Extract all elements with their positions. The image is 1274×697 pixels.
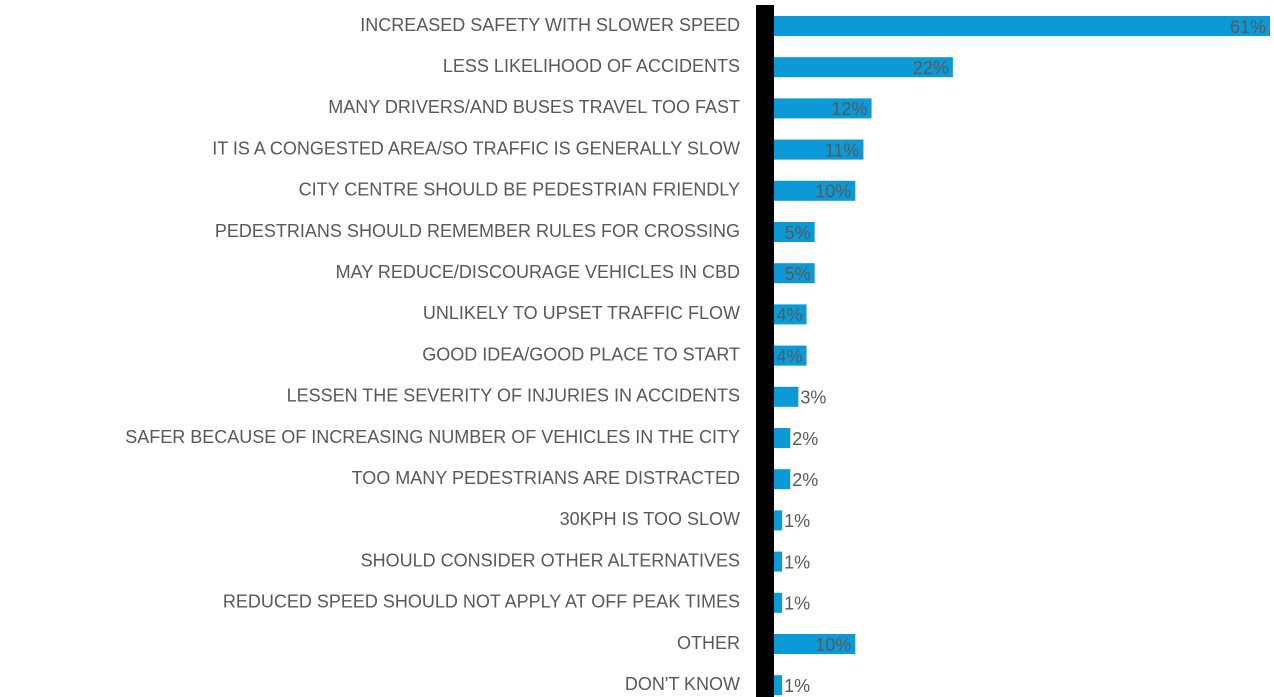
category-label: MANY DRIVERS/AND BUSES TRAVEL TOO FAST: [328, 97, 740, 117]
category-label: SAFER BECAUSE OF INCREASING NUMBER OF VE…: [125, 427, 740, 447]
value-label: 22%: [913, 58, 949, 78]
value-label: 1%: [784, 676, 810, 696]
category-label: 30KPH IS TOO SLOW: [560, 509, 740, 529]
value-label: 2%: [792, 429, 818, 449]
category-label: CITY CENTRE SHOULD BE PEDESTRIAN FRIENDL…: [299, 180, 740, 200]
bar: [774, 386, 799, 407]
bar: [774, 510, 783, 531]
bar: [774, 345, 807, 366]
bar: [774, 469, 791, 490]
category-label: UNLIKELY TO UPSET TRAFFIC FLOW: [423, 303, 740, 323]
category-label: LESSEN THE SEVERITY OF INJURIES IN ACCID…: [287, 386, 740, 406]
value-label: 10%: [815, 182, 851, 202]
value-label: 5%: [785, 264, 811, 284]
value-label: 5%: [785, 223, 811, 243]
bar: [774, 428, 791, 448]
category-label: LESS LIKELIHOOD OF ACCIDENTS: [443, 56, 740, 76]
bar: [774, 180, 856, 201]
value-label: 1%: [784, 552, 810, 572]
axis-bar: [756, 5, 774, 697]
category-label: TOO MANY PEDESTRIANS ARE DISTRACTED: [352, 468, 740, 488]
value-label: 4%: [777, 305, 803, 325]
value-label: 1%: [784, 511, 810, 531]
bar: [774, 263, 815, 284]
bar: [774, 675, 783, 696]
category-label: IT IS A CONGESTED AREA/SO TRAFFIC IS GEN…: [212, 138, 740, 158]
value-label: 1%: [784, 594, 810, 614]
bar: [774, 16, 1270, 36]
category-label: PEDESTRIANS SHOULD REMEMBER RULES FOR CR…: [215, 221, 740, 241]
value-label: 4%: [777, 346, 803, 366]
bar: [774, 139, 864, 160]
category-label: SHOULD CONSIDER OTHER ALTERNATIVES: [361, 550, 740, 570]
bar: [774, 222, 815, 242]
value-label: 3%: [800, 388, 826, 408]
bar: [774, 98, 872, 119]
category-label: GOOD IDEA/GOOD PLACE TO START: [422, 344, 740, 364]
category-label: OTHER: [677, 633, 740, 653]
value-label: 2%: [792, 470, 818, 490]
category-label: INCREASED SAFETY WITH SLOWER SPEED: [360, 15, 740, 35]
bar: [774, 57, 953, 78]
category-label: DON'T KNOW: [625, 674, 740, 694]
category-label: MAY REDUCE/DISCOURAGE VEHICLES IN CBD: [336, 262, 740, 282]
value-label: 10%: [815, 635, 851, 655]
category-label: REDUCED SPEED SHOULD NOT APPLY AT OFF PE…: [223, 592, 740, 612]
bar: [774, 304, 807, 325]
value-label: 11%: [825, 140, 860, 160]
value-label: 12%: [832, 99, 868, 119]
bar: [774, 551, 783, 572]
value-label: 61%: [1230, 17, 1266, 37]
bar: [774, 592, 783, 613]
bar: [774, 634, 856, 654]
